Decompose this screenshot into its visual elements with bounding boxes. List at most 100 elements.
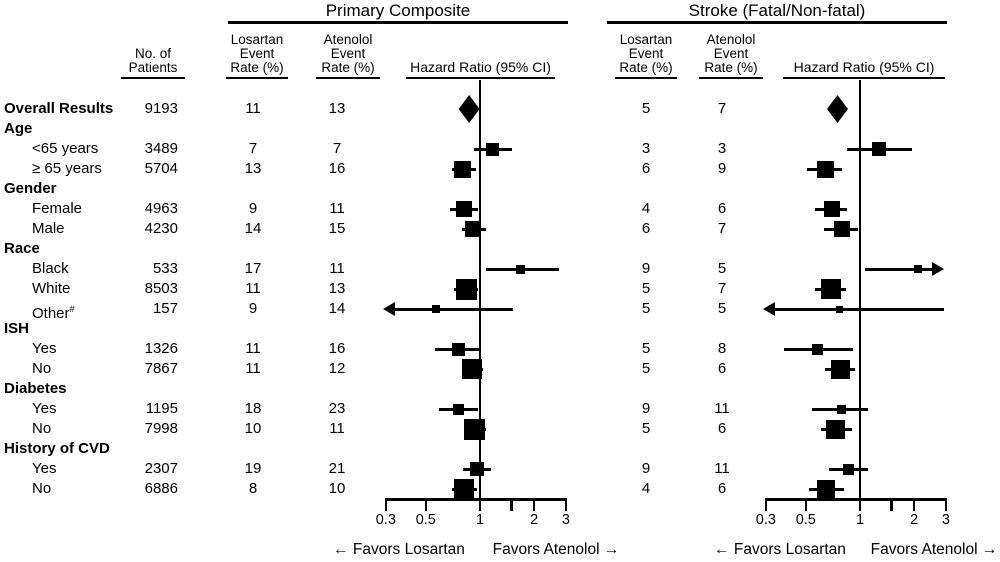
losartan-rate-value: 3 bbox=[641, 140, 651, 157]
atenolol-rate-value: 7 bbox=[717, 280, 727, 297]
atenolol-rate-value: 11 bbox=[329, 200, 345, 217]
favors-losartan-label-primary: ← Favors Losartan bbox=[333, 541, 465, 558]
ci-line bbox=[392, 307, 514, 311]
axis-tick bbox=[804, 498, 808, 511]
atenolol-rate-value: 13 bbox=[328, 100, 346, 117]
atenolol-rate-value: 11 bbox=[329, 260, 345, 277]
hr-point-square bbox=[453, 479, 474, 499]
axis-tick-label: 0.5 bbox=[795, 512, 816, 528]
row-label-yes: Yes bbox=[32, 400, 57, 417]
hr-point-square bbox=[831, 359, 851, 379]
losartan-rate-value: 9 bbox=[641, 400, 651, 417]
losartan-rate-value: 19 bbox=[244, 460, 262, 477]
axis-tick bbox=[764, 498, 768, 511]
ci-arrow-left bbox=[763, 302, 776, 316]
hr-point-square bbox=[872, 142, 887, 156]
favors-atenolol-label-primary: Favors Atenolol → bbox=[492, 541, 620, 558]
col-header-atenolol-stroke: Atenolol Event Rate (%) bbox=[699, 33, 763, 79]
hr-point-square bbox=[820, 279, 841, 299]
atenolol-rate-value: 9 bbox=[717, 160, 727, 177]
row-label-black: Black bbox=[32, 260, 69, 277]
row-label-ish: ISH bbox=[4, 320, 30, 337]
hr-point-square bbox=[833, 221, 850, 237]
atenolol-rate-value: 6 bbox=[717, 200, 727, 217]
patients-value: 1195 bbox=[145, 400, 178, 417]
row-label-white: White bbox=[32, 280, 71, 297]
losartan-rate-value: 5 bbox=[641, 280, 651, 297]
losartan-rate-value: 11 bbox=[245, 280, 261, 297]
hazard-ratio-header-primary: Hazard Ratio (95% CI) bbox=[406, 60, 555, 79]
losartan-rate-value: 5 bbox=[641, 100, 651, 117]
losartan-rate-value: 7 bbox=[248, 140, 258, 157]
hr-point-square bbox=[432, 305, 441, 313]
losartan-rate-value: 5 bbox=[641, 360, 651, 377]
row-label-age: Age bbox=[4, 120, 33, 137]
losartan-rate-value: 4 bbox=[641, 200, 651, 217]
losartan-rate-value: 8 bbox=[248, 480, 258, 497]
axis-tick-label: 1 bbox=[855, 512, 865, 528]
row-label-diabetes: Diabetes bbox=[4, 380, 67, 397]
col-header-atenolol-primary: Atenolol Event Rate (%) bbox=[316, 33, 380, 79]
patients-value: 7998 bbox=[144, 420, 178, 437]
favors-atenolol-label-stroke: Favors Atenolol → bbox=[870, 541, 998, 558]
col-header-losartan-primary: Losartan Event Rate (%) bbox=[226, 33, 288, 79]
hr-point-square bbox=[817, 480, 836, 498]
patients-value: 533 bbox=[152, 260, 178, 277]
axis-tick bbox=[424, 498, 428, 511]
hr-point-square bbox=[837, 404, 847, 414]
row-label-overall-results: Overall Results bbox=[4, 100, 114, 117]
axis-tick-label: 3 bbox=[561, 512, 570, 528]
hr-point-square bbox=[816, 160, 834, 178]
losartan-rate-value: 11 bbox=[245, 360, 261, 377]
row-label-65-years: <65 years bbox=[32, 140, 99, 157]
losartan-rate-value: 5 bbox=[641, 300, 651, 317]
axis-tick-label: 0.3 bbox=[375, 512, 396, 528]
col-header-patients: No. of Patients bbox=[121, 47, 185, 79]
row-label-65-years: ≥ 65 years bbox=[32, 160, 102, 177]
hr-axis-line bbox=[764, 498, 948, 501]
atenolol-rate-value: 11 bbox=[714, 400, 730, 417]
reference-line-hr-1 bbox=[858, 80, 862, 501]
atenolol-rate-value: 10 bbox=[328, 480, 346, 497]
losartan-rate-value: 5 bbox=[641, 420, 651, 437]
hr-point-square bbox=[455, 278, 477, 300]
hr-point-square bbox=[463, 418, 485, 440]
atenolol-rate-value: 6 bbox=[717, 480, 727, 497]
axis-tick bbox=[384, 498, 388, 511]
hr-point-square bbox=[461, 359, 482, 379]
reference-line-hr-1 bbox=[478, 80, 482, 501]
panel-title-stroke: Stroke (Fatal/Non-fatal) bbox=[688, 1, 866, 20]
axis-tick-label: 2 bbox=[530, 512, 539, 528]
hr-axis-line bbox=[384, 498, 568, 501]
losartan-rate-value: 14 bbox=[244, 220, 262, 237]
ci-arrow-left bbox=[383, 302, 396, 316]
patients-value: 1326 bbox=[144, 340, 178, 357]
ci-line bbox=[865, 267, 936, 271]
atenolol-rate-value: 7 bbox=[332, 140, 342, 157]
losartan-rate-value: 11 bbox=[245, 100, 261, 117]
axis-tick-label: 0.3 bbox=[755, 512, 776, 528]
atenolol-rate-value: 6 bbox=[717, 420, 727, 437]
patients-value: 3489 bbox=[144, 140, 178, 157]
patients-value: 4963 bbox=[144, 200, 178, 217]
losartan-rate-value: 4 bbox=[641, 480, 651, 497]
hr-point-square bbox=[914, 265, 923, 273]
row-label-no: No bbox=[32, 360, 52, 377]
losartan-rate-value: 18 bbox=[244, 400, 262, 417]
row-label-female: Female bbox=[32, 200, 83, 217]
patients-value: 9193 bbox=[144, 100, 178, 117]
hr-diamond bbox=[827, 95, 848, 123]
losartan-rate-value: 13 bbox=[244, 160, 262, 177]
atenolol-rate-value: 5 bbox=[717, 260, 727, 277]
row-label-male: Male bbox=[32, 220, 65, 237]
atenolol-rate-value: 13 bbox=[328, 280, 346, 297]
row-label-yes: Yes bbox=[32, 340, 57, 357]
losartan-rate-value: 17 bbox=[244, 260, 262, 277]
hr-point-square bbox=[836, 305, 844, 313]
hr-point-square bbox=[811, 343, 823, 355]
atenolol-rate-value: 12 bbox=[328, 360, 346, 377]
row-label-no: No bbox=[32, 480, 52, 497]
row-label-other: Other# bbox=[32, 304, 75, 322]
panel-title-rule-stroke bbox=[607, 21, 947, 24]
hr-point-square bbox=[515, 264, 525, 274]
